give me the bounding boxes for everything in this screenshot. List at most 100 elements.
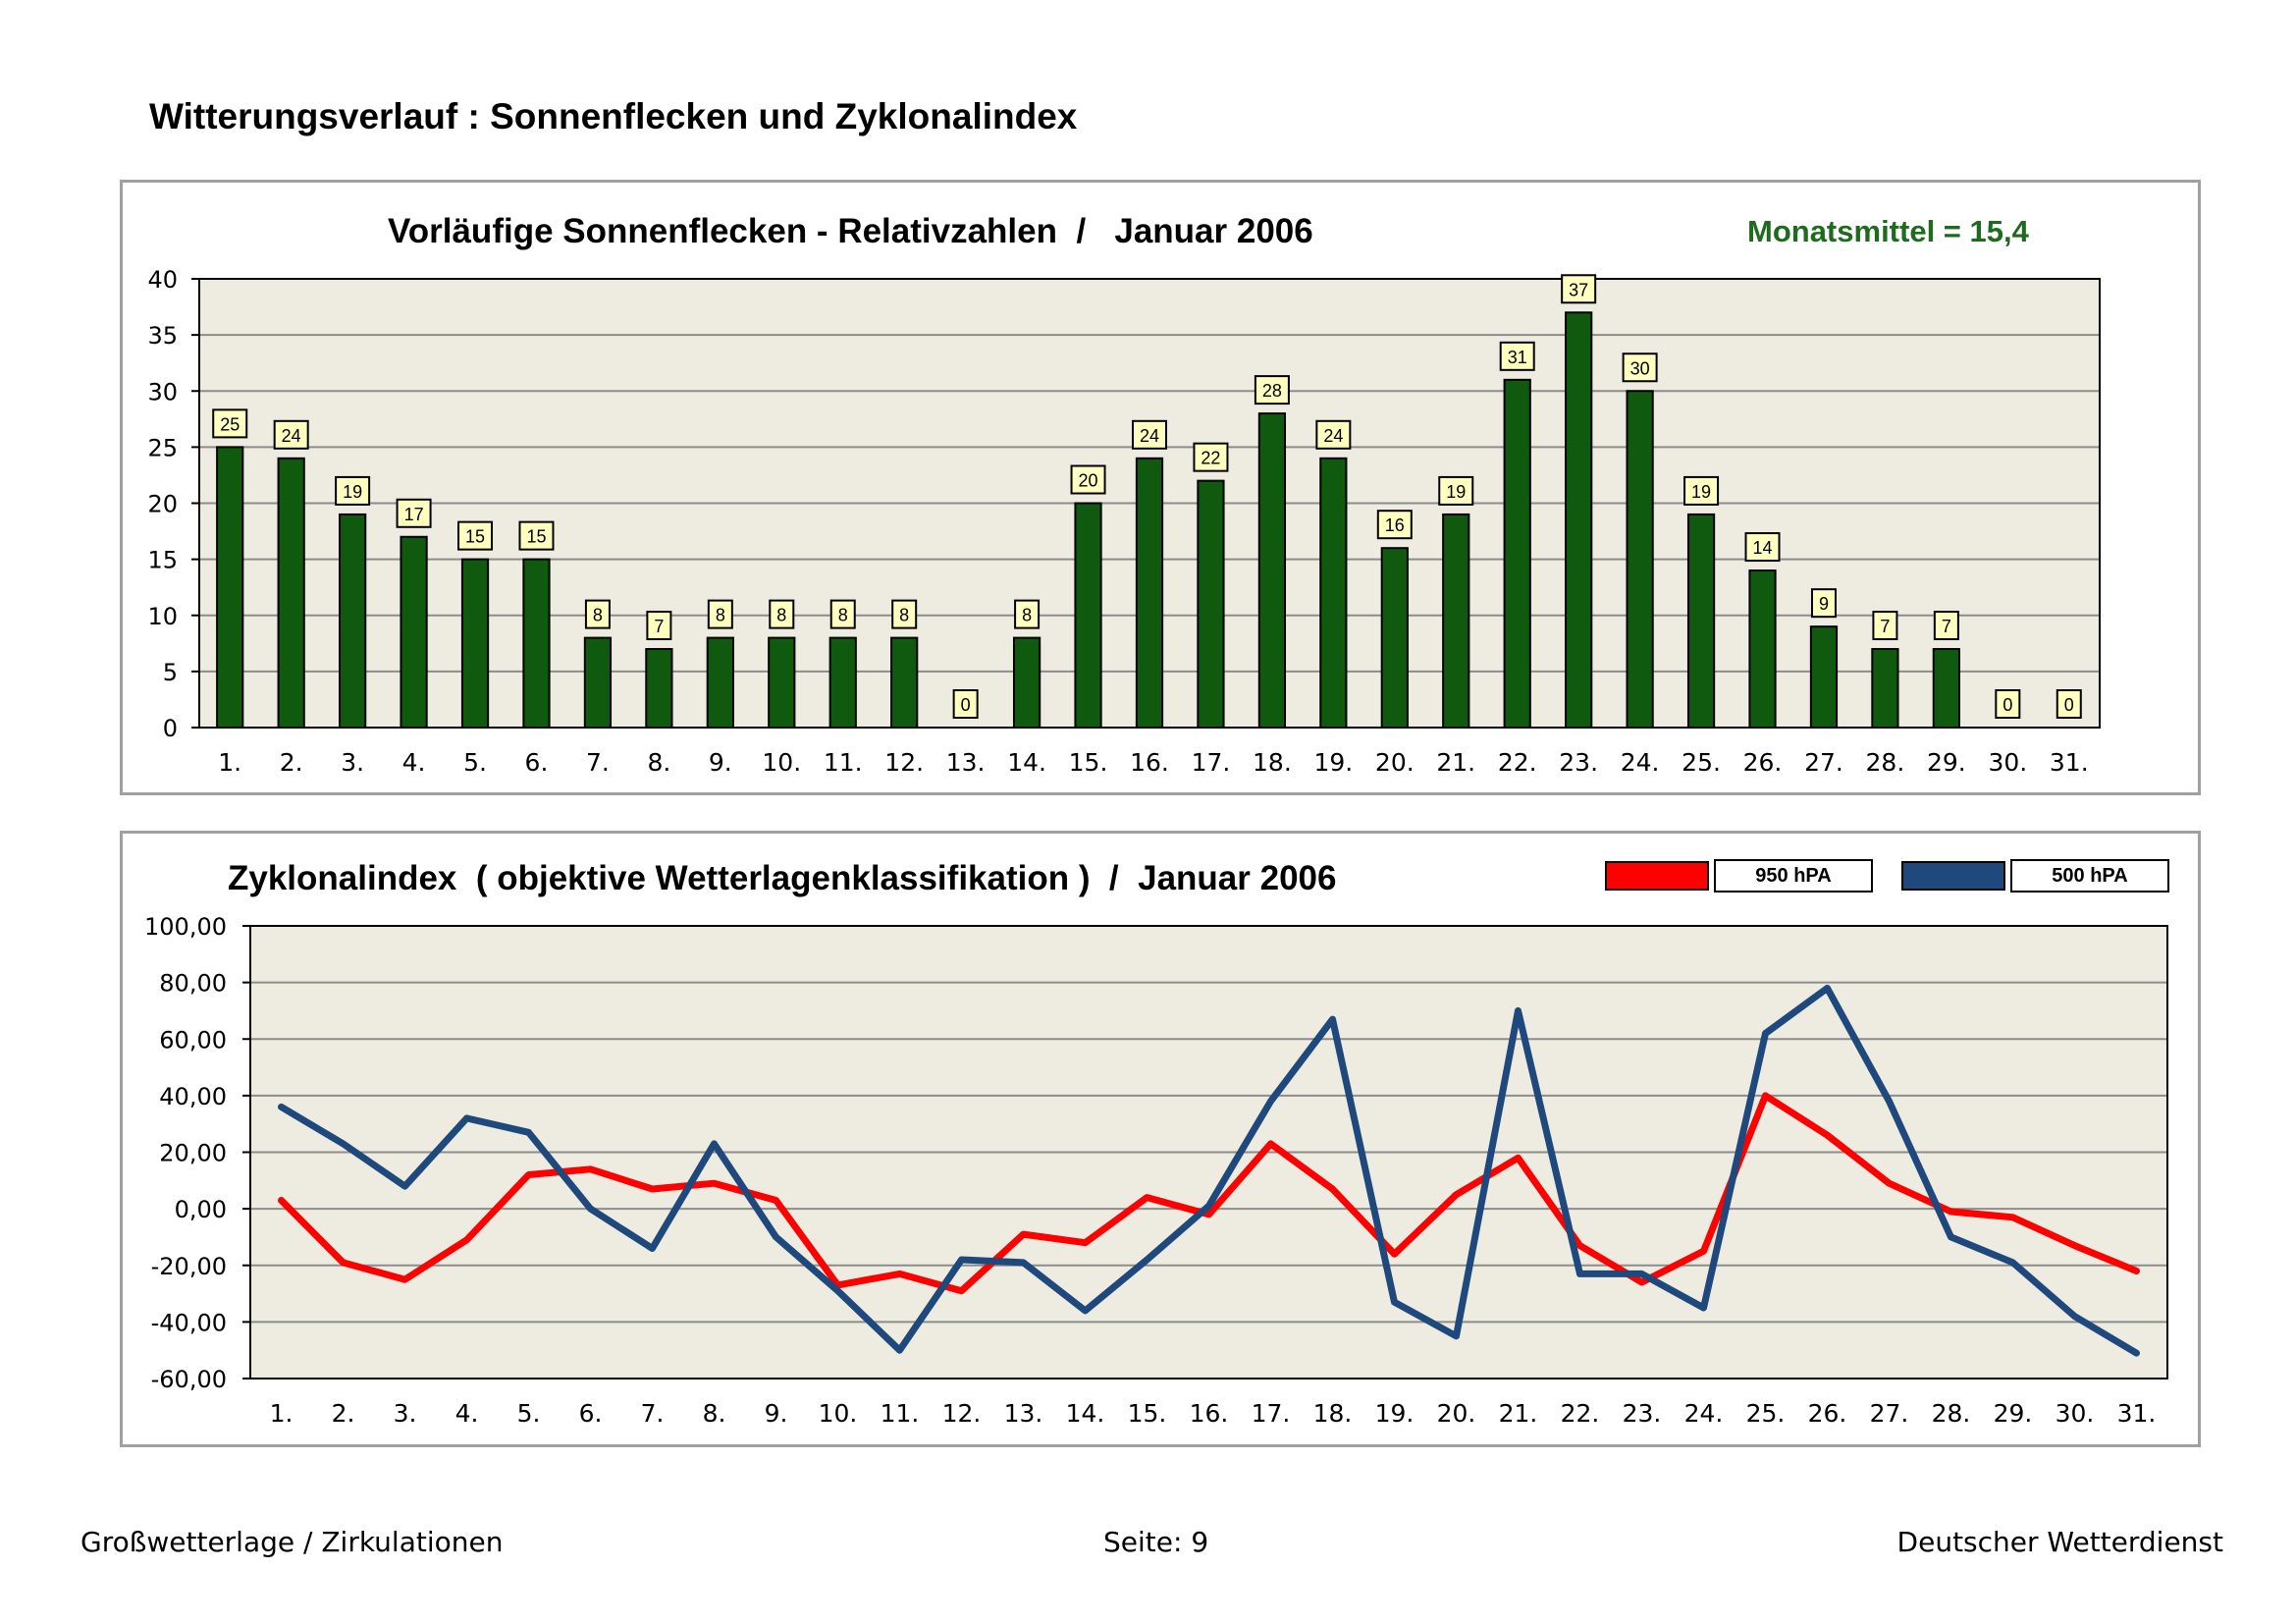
series-line-500 — [278, 984, 2140, 1357]
x-tick-label: 26. — [1808, 1399, 1847, 1428]
footer-right: Deutscher Wetterdienst — [1896, 1526, 2223, 1558]
x-tick-label: 17. — [1192, 748, 1231, 777]
x-tick-label: 4. — [455, 1399, 479, 1428]
x-tick-label: 9. — [765, 1399, 788, 1428]
bar — [1442, 513, 1470, 729]
x-tick-label: 5. — [517, 1399, 541, 1428]
data-label-box — [1995, 689, 2021, 719]
x-tick-label: 6. — [525, 748, 549, 777]
data-label-box — [212, 408, 248, 439]
data-label-box — [584, 599, 611, 629]
data-label-box — [518, 520, 555, 551]
x-tick-label: 18. — [1313, 1399, 1353, 1428]
data-label: 19 — [1691, 482, 1711, 502]
data-label-box — [646, 611, 672, 641]
x-tick-label: 14. — [1066, 1399, 1105, 1428]
data-label-box — [891, 599, 918, 629]
x-tick-label: 18. — [1253, 748, 1292, 777]
y-tick-label: -20,00 — [151, 1253, 227, 1280]
y-tick-label: 80,00 — [159, 970, 227, 998]
bar — [1748, 569, 1777, 729]
data-label: 7 — [654, 617, 664, 636]
bar — [1565, 311, 1593, 729]
data-label-box — [1622, 352, 1658, 383]
cyclonal-index-panel: Zyklonalindex ( objektive Wetterlagenkla… — [120, 831, 2201, 1447]
x-tick-label: 12. — [942, 1399, 982, 1428]
x-tick-label: 10. — [819, 1399, 858, 1428]
y-tick-label: 15 — [147, 547, 178, 574]
data-label-box — [707, 599, 733, 629]
x-tick-label: 30. — [2056, 1399, 2095, 1428]
x-tick-label: 20. — [1437, 1399, 1476, 1428]
data-label: 31 — [1508, 348, 1527, 367]
x-tick-label: 26. — [1743, 748, 1783, 777]
footer-left: Großwetterlage / Zirkulationen — [80, 1526, 504, 1558]
x-tick-label: 21. — [1499, 1399, 1538, 1428]
x-tick-label: 13. — [1004, 1399, 1043, 1428]
x-tick-label: 2. — [332, 1399, 355, 1428]
data-label: 24 — [282, 426, 301, 446]
x-tick-label: 4. — [402, 748, 426, 777]
data-label-box — [1561, 274, 1597, 304]
data-label: 7 — [1880, 617, 1890, 636]
x-tick-label: 24. — [1621, 748, 1660, 777]
data-label-box — [1193, 442, 1229, 472]
bar — [1871, 648, 1899, 729]
x-tick-label: 11. — [881, 1399, 920, 1428]
data-label: 7 — [1942, 617, 1951, 636]
data-label-box — [273, 419, 309, 450]
data-label-box — [829, 599, 856, 629]
monthly-mean-label: Monatsmittel = 15,4 — [1747, 214, 2029, 248]
bar — [1197, 479, 1225, 729]
bar — [339, 513, 367, 729]
x-tick-label: 7. — [641, 1399, 665, 1428]
bar — [1503, 378, 1531, 729]
x-tick-label: 25. — [1746, 1399, 1786, 1428]
x-tick-label: 17. — [1252, 1399, 1291, 1428]
data-label-box — [396, 498, 432, 528]
y-tick-label: 100,00 — [144, 913, 227, 941]
data-label: 15 — [526, 527, 546, 547]
data-label-box — [1376, 510, 1413, 540]
y-tick-label: 20,00 — [159, 1140, 227, 1167]
x-tick-label: 8. — [703, 1399, 726, 1428]
data-label-box — [769, 599, 795, 629]
data-label-box — [1872, 611, 1898, 641]
y-tick-label: 10 — [147, 603, 178, 630]
x-tick-label: 15. — [1069, 748, 1108, 777]
x-tick-label: 22. — [1498, 748, 1537, 777]
data-label-box — [1014, 599, 1041, 629]
data-label: 0 — [961, 695, 971, 715]
bar — [1380, 547, 1409, 730]
y-tick-label: 30 — [147, 378, 178, 406]
data-label: 0 — [2002, 695, 2012, 715]
x-tick-label: 10. — [762, 748, 801, 777]
data-label-box — [1315, 419, 1352, 450]
data-label-box — [1438, 475, 1474, 506]
x-tick-label: 31. — [2117, 1399, 2157, 1428]
y-tick-label: 0,00 — [175, 1196, 227, 1223]
x-tick-label: 3. — [341, 748, 364, 777]
bar — [1135, 457, 1164, 729]
y-tick-label: -40,00 — [151, 1309, 227, 1336]
data-label-box — [952, 689, 979, 719]
y-tick-label: 35 — [147, 322, 178, 350]
x-tick-label: 15. — [1128, 1399, 1167, 1428]
data-label: 17 — [404, 505, 424, 524]
sunspot-chart-panel: Vorläufige Sonnenflecken - Relativzahlen… — [120, 180, 2201, 795]
x-tick-label: 7. — [586, 748, 610, 777]
data-label: 8 — [776, 606, 786, 625]
data-label-box — [1499, 341, 1535, 371]
y-tick-label: 0 — [163, 715, 178, 742]
cyclonal-chart-title: Zyklonalindex ( objektive Wetterlagenkla… — [228, 859, 1337, 897]
bar — [768, 636, 796, 730]
data-label-box — [2056, 689, 2082, 719]
data-label: 19 — [1446, 482, 1466, 502]
y-tick-label: 20 — [147, 491, 178, 518]
legend-swatch-500 — [1901, 861, 2005, 891]
data-label: 22 — [1201, 449, 1220, 468]
data-label-box — [335, 475, 371, 506]
x-tick-label: 29. — [1994, 1399, 2033, 1428]
data-label: 37 — [1569, 280, 1588, 299]
plot-border — [249, 925, 2168, 1380]
